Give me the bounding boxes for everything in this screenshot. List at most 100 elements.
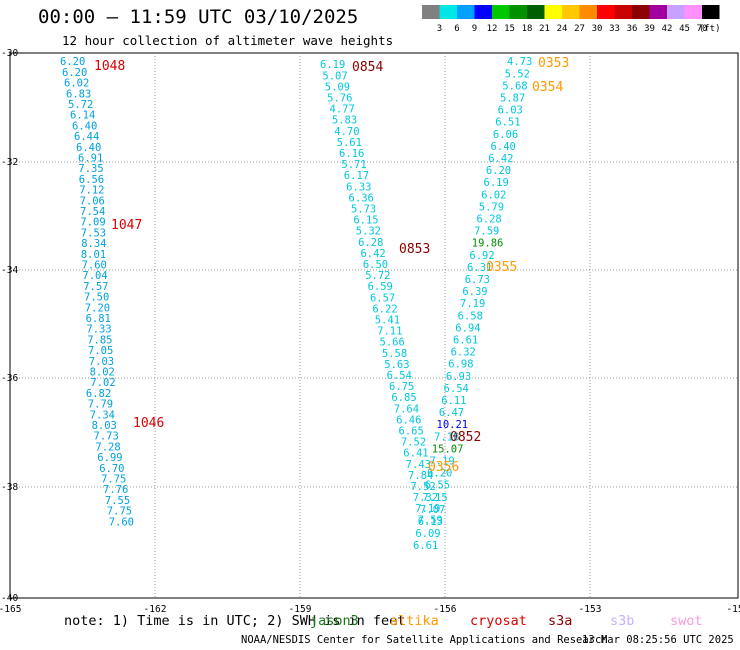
footer-note: note: 1) Time is in UTC; 2) SWH is in fe… — [64, 613, 406, 629]
swh-value-label: 7.35 — [78, 163, 103, 175]
swh-value-label: 7.06 — [80, 195, 105, 207]
swh-value-label: 6.85 — [391, 392, 416, 404]
swh-value-label: 7.53 — [81, 227, 106, 239]
swh-value-label: 6.57 — [370, 292, 395, 304]
lat-label: -32 — [1, 157, 18, 168]
swh-value-label: 7.09 — [80, 217, 105, 229]
colorbar-label: 18 — [522, 24, 533, 34]
swh-value-label: 7.07 — [420, 504, 445, 516]
swh-value-label: 7.32 — [413, 492, 438, 504]
pass-time-label: 1046 — [133, 416, 164, 431]
swh-value-label: 6.20 — [60, 56, 85, 68]
swh-value-label: 6.40 — [491, 141, 516, 153]
lat-label: -30 — [1, 48, 18, 59]
colorbar-swatch — [667, 5, 685, 19]
swh-value-label: 5.61 — [337, 137, 362, 149]
swh-value-label: 7.64 — [394, 403, 419, 415]
swh-value-label: 6.31 — [467, 262, 492, 274]
lon-label: -159 — [289, 604, 312, 615]
swh-value-label: 5.83 — [332, 115, 357, 127]
swh-value-label: 7.19 — [415, 503, 440, 515]
colorbar-swatch — [457, 5, 475, 19]
swh-value-label: 6.33 — [346, 181, 371, 193]
swh-value-label: 7.60 — [82, 260, 107, 272]
swh-value-label: 6.39 — [462, 286, 487, 298]
swh-value-label: 6.55 — [425, 480, 450, 492]
swh-value-label: 6.47 — [439, 407, 464, 419]
swh-value-label: 6.28 — [476, 214, 501, 226]
pass-time-label: 0854 — [352, 60, 383, 75]
swh-value-label: 6.20 — [62, 67, 87, 79]
swh-value-label: 7.84 — [408, 470, 433, 482]
swh-value-label: 6.15 — [353, 215, 378, 227]
swh-value-label: 7.50 — [84, 292, 109, 304]
swh-value-label: 6.42 — [360, 248, 385, 260]
pass-time-label: 0355 — [486, 260, 517, 275]
page-subtitle: 12 hour collection of altimeter wave hei… — [62, 33, 394, 48]
credit-text: NOAA/NESDIS Center for Satellite Applica… — [241, 634, 608, 646]
colorbar-label: 9 — [472, 24, 477, 34]
swh-value-label: 7.20 — [85, 302, 110, 314]
swh-value-label: 19.86 — [472, 238, 504, 250]
colorbar-label: 45 — [679, 24, 690, 34]
swh-value-label: 7.85 — [87, 334, 112, 346]
swh-value-label: 6.44 — [74, 131, 99, 143]
swh-value-label: 6.46 — [396, 414, 421, 426]
swh-value-label: 6.03 — [498, 105, 523, 117]
swh-value-label: 6.28 — [358, 237, 383, 249]
swh-value-label: 7.76 — [103, 484, 128, 496]
swh-value-label: 6.20 — [486, 165, 511, 177]
swh-value-label: 6.19 — [484, 177, 509, 189]
colorbar-swatch — [527, 5, 545, 19]
swh-value-label: 6.40 — [76, 142, 101, 154]
pass-time-label: 1047 — [111, 218, 142, 233]
colorbar-label: 24 — [557, 24, 568, 34]
colorbar-label: 3 — [437, 24, 442, 34]
swh-value-label: 4.77 — [330, 104, 355, 116]
colorbar-label: 6 — [454, 24, 459, 34]
swh-value-label: 5.58 — [382, 348, 407, 360]
swh-value-label: 7.79 — [88, 399, 113, 411]
swh-value-label: 8.01 — [81, 249, 106, 261]
swh-value-label: 6.91 — [78, 153, 103, 165]
colorbar-swatch — [474, 5, 492, 19]
swh-value-label: 6.51 — [495, 117, 520, 129]
swh-value-label: 6.36 — [349, 192, 374, 204]
swh-value-label: 6.56 — [79, 174, 104, 186]
swh-value-label: 8.03 — [92, 420, 117, 432]
swh-value-label: 7.03 — [89, 356, 114, 368]
swh-value-label: 15.07 — [432, 443, 464, 455]
timestamp-text: 13 Mar 08:25:56 UTC 2025 — [582, 634, 734, 646]
swh-value-label: 6.17 — [344, 170, 369, 182]
swh-value-label: 7.28 — [95, 441, 120, 453]
lon-label: -15 — [726, 604, 740, 615]
page-title: 00:00 – 11:59 UTC 03/10/2025 — [38, 6, 359, 28]
colorbar-swatch — [422, 5, 440, 19]
swh-value-label: 7.59 — [418, 514, 443, 526]
legend-item-swot: swot — [670, 613, 703, 629]
colorbar-label: 39 — [644, 24, 655, 34]
colorbar-swatch — [492, 5, 510, 19]
pass-time-label: 0852 — [450, 430, 481, 445]
colorbar-label: 12 — [487, 24, 498, 34]
swh-value-label: 6.81 — [86, 313, 111, 325]
map-frame — [9, 52, 739, 599]
swh-value-label: 5.72 — [365, 270, 390, 282]
swh-value-label: 6.06 — [493, 129, 518, 141]
legend-item-jason3: jason3 — [310, 613, 359, 629]
legend-item-s3a: s3a — [548, 613, 573, 629]
swh-value-label: 6.61 — [453, 335, 478, 347]
pass-time-label: 0356 — [428, 460, 459, 475]
swh-value-label: 6.20 — [427, 468, 452, 480]
colorbar-swatch — [684, 5, 702, 19]
colorbar-label: 27 — [574, 24, 585, 34]
lat-label: -40 — [1, 593, 18, 604]
colorbar-label: 33 — [609, 24, 620, 34]
swh-value-label: 7.59 — [474, 226, 499, 238]
lon-label: -162 — [144, 604, 167, 615]
swh-value-label: 6.93 — [446, 371, 471, 383]
swh-value-label: 7.02 — [90, 377, 115, 389]
swh-value-label: 6.54 — [387, 370, 412, 382]
swh-value-label: 6.14 — [70, 110, 95, 122]
swh-value-label: 6.19 — [320, 59, 345, 71]
